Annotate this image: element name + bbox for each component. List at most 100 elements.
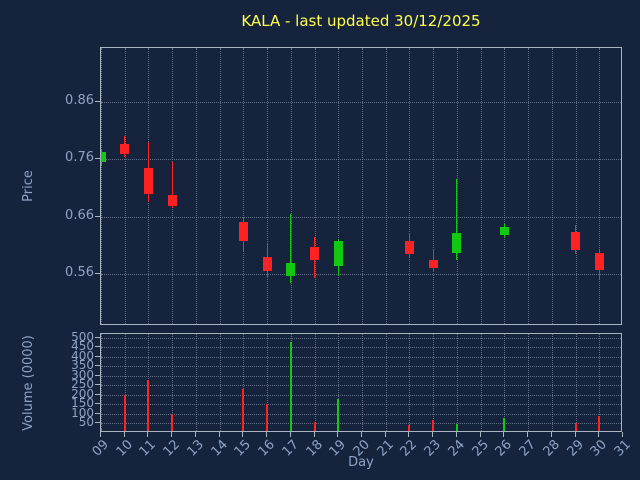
tick-mark [123, 432, 125, 437]
grid-line-v [290, 48, 292, 324]
grid-line-h [101, 394, 621, 396]
volume-tick-label: 250 [71, 377, 94, 392]
tick-mark [598, 432, 600, 437]
tick-mark [432, 432, 434, 437]
volume-tick-label: 150 [71, 396, 94, 411]
grid-line-v [219, 48, 221, 324]
grid-line-v [101, 334, 102, 431]
tick-mark [95, 336, 100, 338]
tick-mark [289, 432, 291, 437]
grid-line-v [599, 334, 601, 431]
grid-line-v [480, 334, 482, 431]
candle-body [571, 231, 581, 250]
grid-line-v [385, 334, 387, 431]
candle-body [499, 227, 509, 236]
volume-tick-label: 500 [71, 329, 94, 344]
candle-body [120, 144, 130, 154]
grid-line-v [409, 48, 411, 324]
candle-wick [290, 213, 292, 283]
grid-line-v [409, 334, 411, 431]
tick-mark [95, 422, 100, 424]
volume-tick-label: 300 [71, 367, 94, 382]
chart-title: KALA - last updated 30/12/2025 [241, 12, 481, 30]
candle-body [167, 195, 177, 207]
grid-line-v [433, 334, 435, 431]
volume-bar [455, 424, 458, 431]
tick-mark [95, 412, 100, 414]
grid-line-h [101, 375, 621, 377]
grid-line-v [195, 48, 197, 324]
grid-line-v [195, 334, 197, 431]
volume-tick-label: 400 [71, 348, 94, 363]
grid-line-v [551, 334, 553, 431]
grid-line-h [101, 347, 621, 349]
volume-bar [171, 413, 174, 431]
candle-body [428, 259, 438, 269]
grid-line-h [101, 101, 621, 103]
tick-mark [242, 432, 244, 437]
grid-line-v [599, 48, 601, 324]
volume-bar [101, 429, 102, 431]
price-tick-label: 0.66 [65, 207, 94, 223]
volume-bar [313, 421, 316, 431]
tick-mark [95, 273, 100, 275]
grid-line-v [338, 334, 340, 431]
tick-mark [455, 432, 457, 437]
grid-line-v [456, 334, 458, 431]
tick-mark [337, 432, 339, 437]
tick-mark [95, 384, 100, 386]
candle-body [143, 167, 153, 194]
price-panel [100, 47, 622, 325]
grid-line-h [101, 404, 621, 406]
grid-line-v [219, 334, 221, 431]
tick-mark [194, 432, 196, 437]
candle-wick [456, 179, 458, 260]
grid-line-v [267, 48, 269, 324]
candle-body [101, 152, 106, 162]
tick-mark [218, 432, 220, 437]
grid-line-v [504, 334, 506, 431]
volume-bar [337, 398, 340, 431]
candle-body [262, 256, 272, 272]
tick-mark [95, 158, 100, 160]
tick-mark [95, 393, 100, 395]
tick-mark [95, 374, 100, 376]
tick-mark [95, 365, 100, 367]
tick-mark [384, 432, 386, 437]
tick-mark [171, 432, 173, 437]
tick-mark [479, 432, 481, 437]
tick-mark [550, 432, 552, 437]
grid-line-h [101, 423, 621, 425]
candle-body [286, 262, 296, 277]
volume-bar [598, 415, 601, 431]
volume-bar [574, 422, 577, 431]
candle-body [238, 222, 248, 241]
grid-line-h [101, 366, 621, 368]
tick-mark [313, 432, 315, 437]
volume-bar [147, 379, 150, 431]
tick-mark [622, 432, 623, 437]
candle-body [594, 253, 604, 270]
candle-body [333, 240, 343, 266]
volume-bar [503, 417, 506, 431]
volume-bar [432, 419, 435, 431]
grid-line-v [504, 48, 506, 324]
tick-mark [361, 432, 362, 437]
volume-tick-label: 450 [71, 339, 94, 354]
grid-line-v [551, 48, 553, 324]
grid-line-h [101, 413, 621, 415]
tick-mark [95, 355, 100, 357]
tick-mark [408, 432, 410, 437]
volume-tick-label: 50 [78, 415, 94, 430]
grid-line-v [480, 48, 482, 324]
tick-mark [95, 346, 100, 348]
grid-line-h [101, 385, 621, 387]
grid-line-v [575, 48, 577, 324]
grid-line-v [528, 48, 530, 324]
volume-bar [266, 404, 269, 431]
grid-line-v [101, 48, 102, 324]
candle-body [404, 241, 414, 255]
tick-mark [100, 432, 101, 437]
grid-line-v [362, 334, 363, 431]
grid-line-h [101, 337, 621, 339]
